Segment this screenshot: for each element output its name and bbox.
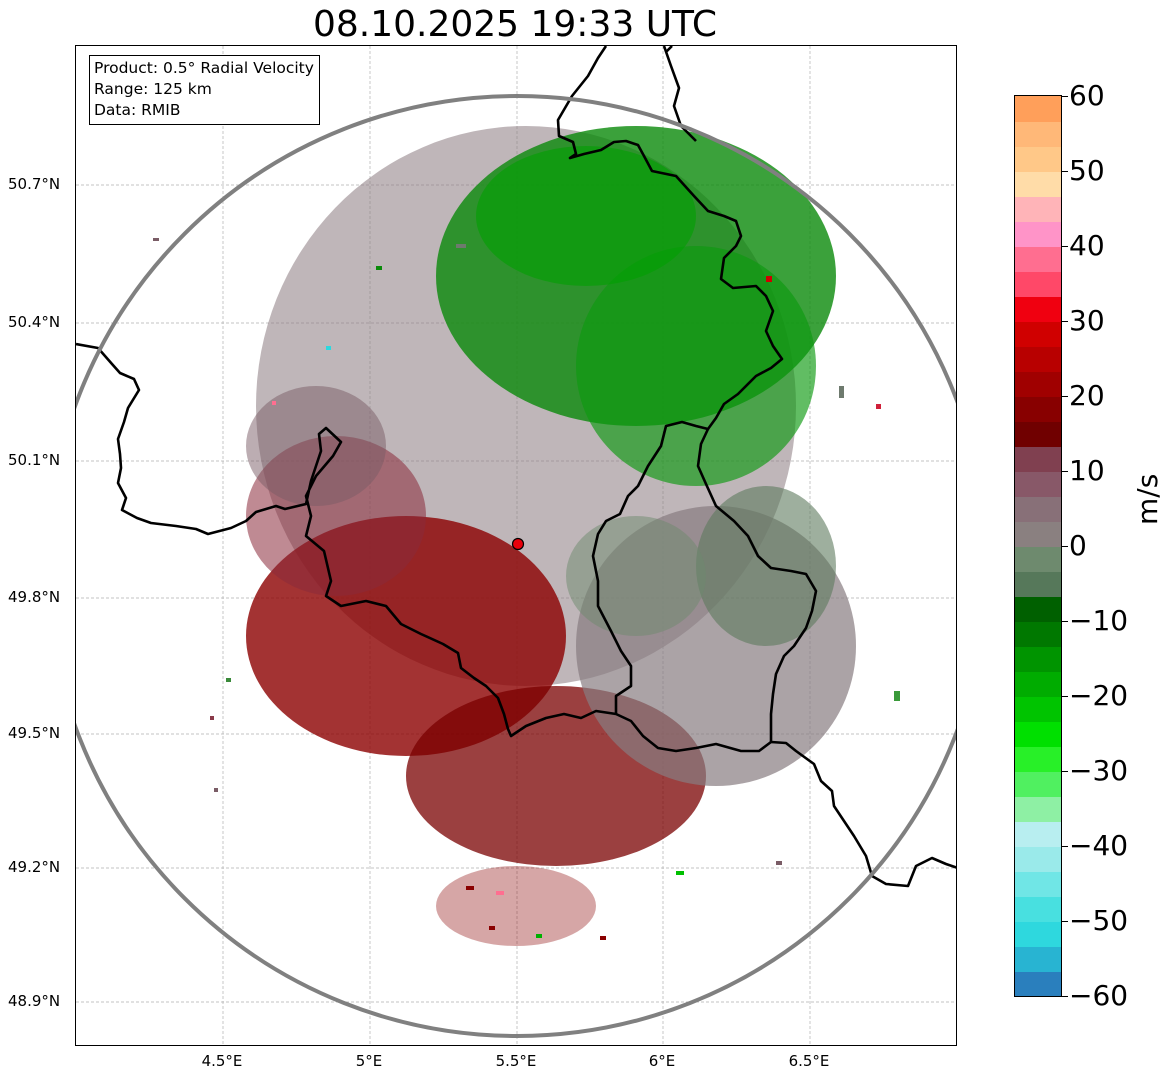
colorbar-tick-label: −10 bbox=[1069, 604, 1129, 637]
colorbar-segment bbox=[1015, 321, 1061, 347]
lat-label: 50.1°N bbox=[8, 451, 61, 469]
lat-label: 49.2°N bbox=[8, 858, 61, 876]
colorbar-tick bbox=[1062, 846, 1068, 847]
colorbar-segment bbox=[1015, 646, 1061, 672]
lon-label: 6.5°E bbox=[788, 1052, 830, 1070]
colorbar-tick bbox=[1062, 471, 1068, 472]
colorbar-tick bbox=[1062, 696, 1068, 697]
colorbar-segment bbox=[1015, 671, 1061, 697]
colorbar-tick bbox=[1062, 771, 1068, 772]
colorbar-segment bbox=[1015, 396, 1061, 422]
echo-speckles bbox=[153, 238, 900, 940]
colorbar-segment bbox=[1015, 571, 1061, 597]
colorbar-tick bbox=[1062, 171, 1068, 172]
colorbar-tick bbox=[1062, 396, 1068, 397]
info-data-source: Data: RMIB bbox=[94, 101, 181, 119]
colorbar-segment bbox=[1015, 496, 1061, 522]
range-ring bbox=[76, 94, 956, 1038]
colorbar-segment bbox=[1015, 796, 1061, 822]
colorbar-tick-label: 50 bbox=[1069, 154, 1105, 187]
radar-map[interactable]: Product: 0.5° Radial Velocity Range: 125… bbox=[75, 45, 957, 1046]
colorbar-tick-label: 30 bbox=[1069, 304, 1105, 337]
colorbar-segment bbox=[1015, 821, 1061, 847]
radar-site-marker[interactable] bbox=[511, 537, 525, 551]
colorbar-tick-label: 20 bbox=[1069, 379, 1105, 412]
colorbar-tick-label: −20 bbox=[1069, 679, 1129, 712]
colorbar-tick-label: 10 bbox=[1069, 454, 1105, 487]
colorbar-tick-label: 0 bbox=[1069, 529, 1087, 562]
colorbar-segment bbox=[1015, 946, 1061, 972]
colorbar-tick-label: −40 bbox=[1069, 829, 1129, 862]
colorbar-segment bbox=[1015, 371, 1061, 397]
colorbar-unit-label: m/s bbox=[1131, 473, 1164, 525]
colorbar-segment bbox=[1015, 121, 1061, 147]
colorbar-segment bbox=[1015, 96, 1061, 122]
colorbar-segment bbox=[1015, 421, 1061, 447]
colorbar-segment bbox=[1015, 221, 1061, 247]
colorbar-segment bbox=[1015, 596, 1061, 622]
map-title: 08.10.2025 19:33 UTC bbox=[312, 4, 718, 45]
colorbar-segment bbox=[1015, 746, 1061, 772]
colorbar-tick bbox=[1062, 996, 1068, 997]
colorbar-segment bbox=[1015, 171, 1061, 197]
radar-map-canvas bbox=[76, 46, 956, 1045]
colorbar-segment bbox=[1015, 296, 1061, 322]
colorbar-segment bbox=[1015, 721, 1061, 747]
colorbar-segment bbox=[1015, 471, 1061, 497]
info-box: Product: 0.5° Radial Velocity Range: 125… bbox=[89, 55, 320, 125]
colorbar-tick-label: −60 bbox=[1069, 979, 1129, 1012]
colorbar-segment bbox=[1015, 846, 1061, 872]
colorbar-tick bbox=[1062, 96, 1068, 97]
colorbar-tick-label: −50 bbox=[1069, 904, 1129, 937]
lon-label: 5.5°E bbox=[495, 1052, 537, 1070]
lat-label: 49.5°N bbox=[8, 724, 61, 742]
colorbar-segment bbox=[1015, 521, 1061, 547]
lat-label: 48.9°N bbox=[8, 992, 61, 1010]
colorbar-segment bbox=[1015, 871, 1061, 897]
lon-label: 5°E bbox=[355, 1052, 383, 1070]
colorbar-tick bbox=[1062, 546, 1068, 547]
colorbar-tick-label: 40 bbox=[1069, 229, 1105, 262]
colorbar-segment bbox=[1015, 696, 1061, 722]
colorbar-tick bbox=[1062, 621, 1068, 622]
velocity-echoes bbox=[246, 126, 856, 946]
colorbar-segment bbox=[1015, 446, 1061, 472]
colorbar-segment bbox=[1015, 896, 1061, 922]
lat-label: 50.4°N bbox=[8, 313, 61, 331]
colorbar-segment bbox=[1015, 621, 1061, 647]
colorbar-tick bbox=[1062, 921, 1068, 922]
national-borders bbox=[76, 46, 956, 888]
colorbar-segment bbox=[1015, 771, 1061, 797]
lon-label: 6°E bbox=[648, 1052, 676, 1070]
info-product: Product: 0.5° Radial Velocity bbox=[94, 59, 314, 77]
colorbar-tick bbox=[1062, 321, 1068, 322]
lat-label: 49.8°N bbox=[8, 588, 61, 606]
lat-label: 50.7°N bbox=[8, 175, 61, 193]
colorbar-segment bbox=[1015, 971, 1061, 996]
colorbar bbox=[1014, 95, 1062, 997]
colorbar-tick-label: 60 bbox=[1069, 79, 1105, 112]
colorbar-segment bbox=[1015, 246, 1061, 272]
lon-label: 4.5°E bbox=[201, 1052, 243, 1070]
colorbar-segment bbox=[1015, 196, 1061, 222]
colorbar-segment bbox=[1015, 346, 1061, 372]
colorbar-segment bbox=[1015, 271, 1061, 297]
info-range: Range: 125 km bbox=[94, 80, 212, 98]
colorbar-segment bbox=[1015, 546, 1061, 572]
colorbar-segment bbox=[1015, 921, 1061, 947]
colorbar-tick bbox=[1062, 246, 1068, 247]
colorbar-segment bbox=[1015, 146, 1061, 172]
colorbar-tick-label: −30 bbox=[1069, 754, 1129, 787]
